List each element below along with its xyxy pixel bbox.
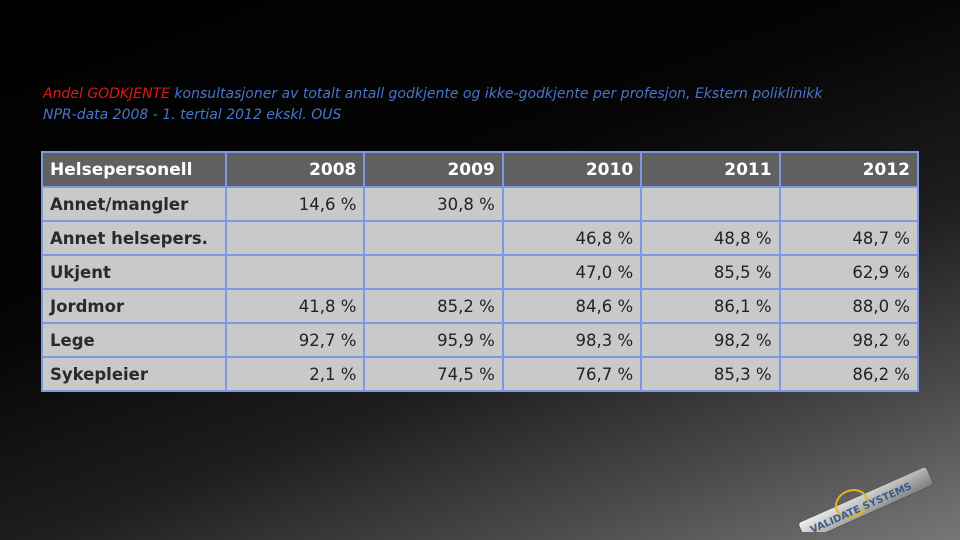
table-header-row: Helsepersonell 2008 2009 2010 2011 2012 (41, 151, 920, 188)
table-cell: 46,8 % (501, 220, 643, 256)
header-cell: Helsepersonell (41, 151, 227, 188)
table-cell: 85,5 % (640, 254, 781, 290)
table-cell: 98,2 % (640, 322, 781, 358)
table-cell: 92,7 % (224, 322, 366, 358)
table-cell (363, 254, 504, 290)
row-label: Jordmor (41, 288, 227, 324)
table-cell: 74,5 % (363, 356, 504, 392)
table-cell: 14,6 % (224, 186, 366, 222)
table-row: Sykepleier 2,1 % 74,5 % 76,7 % 85,3 % 86… (41, 356, 920, 392)
logo-bar (798, 466, 934, 532)
data-table: Helsepersonell 2008 2009 2010 2011 2012 … (41, 151, 920, 392)
table-cell (640, 186, 781, 222)
table-cell (778, 186, 920, 222)
table-cell: 85,2 % (363, 288, 504, 324)
table-cell: 86,1 % (640, 288, 781, 324)
slide-title: Andel GODKJENTE konsultasjoner av totalt… (43, 84, 933, 126)
table-row: Annet helsepers. 46,8 % 48,8 % 48,7 % (41, 220, 920, 256)
table-cell (224, 254, 366, 290)
row-label: Ukjent (41, 254, 227, 290)
row-label: Annet helsepers. (41, 220, 227, 256)
table-cell: 48,7 % (778, 220, 920, 256)
table-cell: 62,9 % (778, 254, 920, 290)
table-cell (501, 186, 643, 222)
table-cell: 76,7 % (501, 356, 643, 392)
header-cell: 2008 (224, 151, 366, 188)
validate-systems-logo: VALIDATE SYSTEMS (798, 466, 934, 532)
table-cell (224, 220, 366, 256)
table-cell: 95,9 % (363, 322, 504, 358)
table-cell: 86,2 % (778, 356, 920, 392)
header-cell: 2009 (363, 151, 504, 188)
table-row: Lege 92,7 % 95,9 % 98,3 % 98,2 % 98,2 % (41, 322, 920, 358)
table-cell: 30,8 % (363, 186, 504, 222)
header-cell: 2011 (640, 151, 781, 188)
table-cell: 88,0 % (778, 288, 920, 324)
logo-ring (834, 489, 869, 519)
table-cell: 85,3 % (640, 356, 781, 392)
row-label: Lege (41, 322, 227, 358)
table-cell: 41,8 % (224, 288, 366, 324)
row-label: Annet/mangler (41, 186, 227, 222)
title-line: Andel GODKJENTE konsultasjoner av totalt… (43, 84, 933, 105)
logo-text: VALIDATE SYSTEMS (809, 481, 914, 532)
table-cell: 98,2 % (778, 322, 920, 358)
row-label: Sykepleier (41, 356, 227, 392)
title-rest: konsultasjoner av totalt antall godkjent… (169, 86, 823, 102)
title-highlight: Andel GODKJENTE (43, 86, 170, 102)
header-cell: 2012 (778, 151, 920, 188)
table-row: Annet/mangler 14,6 % 30,8 % (41, 186, 920, 222)
table-row: Ukjent 47,0 % 85,5 % 62,9 % (41, 254, 920, 290)
title-subtitle: NPR-data 2008 - 1. tertial 2012 ekskl. O… (43, 107, 342, 123)
table-row: Jordmor 41,8 % 85,2 % 84,6 % 86,1 % 88,0… (41, 288, 920, 324)
table-cell: 2,1 % (224, 356, 366, 392)
table-cell: 98,3 % (501, 322, 643, 358)
table-cell: 84,6 % (501, 288, 643, 324)
table-cell: 48,8 % (640, 220, 781, 256)
header-cell: 2010 (501, 151, 643, 188)
table-cell (363, 220, 504, 256)
table-cell: 47,0 % (501, 254, 643, 290)
